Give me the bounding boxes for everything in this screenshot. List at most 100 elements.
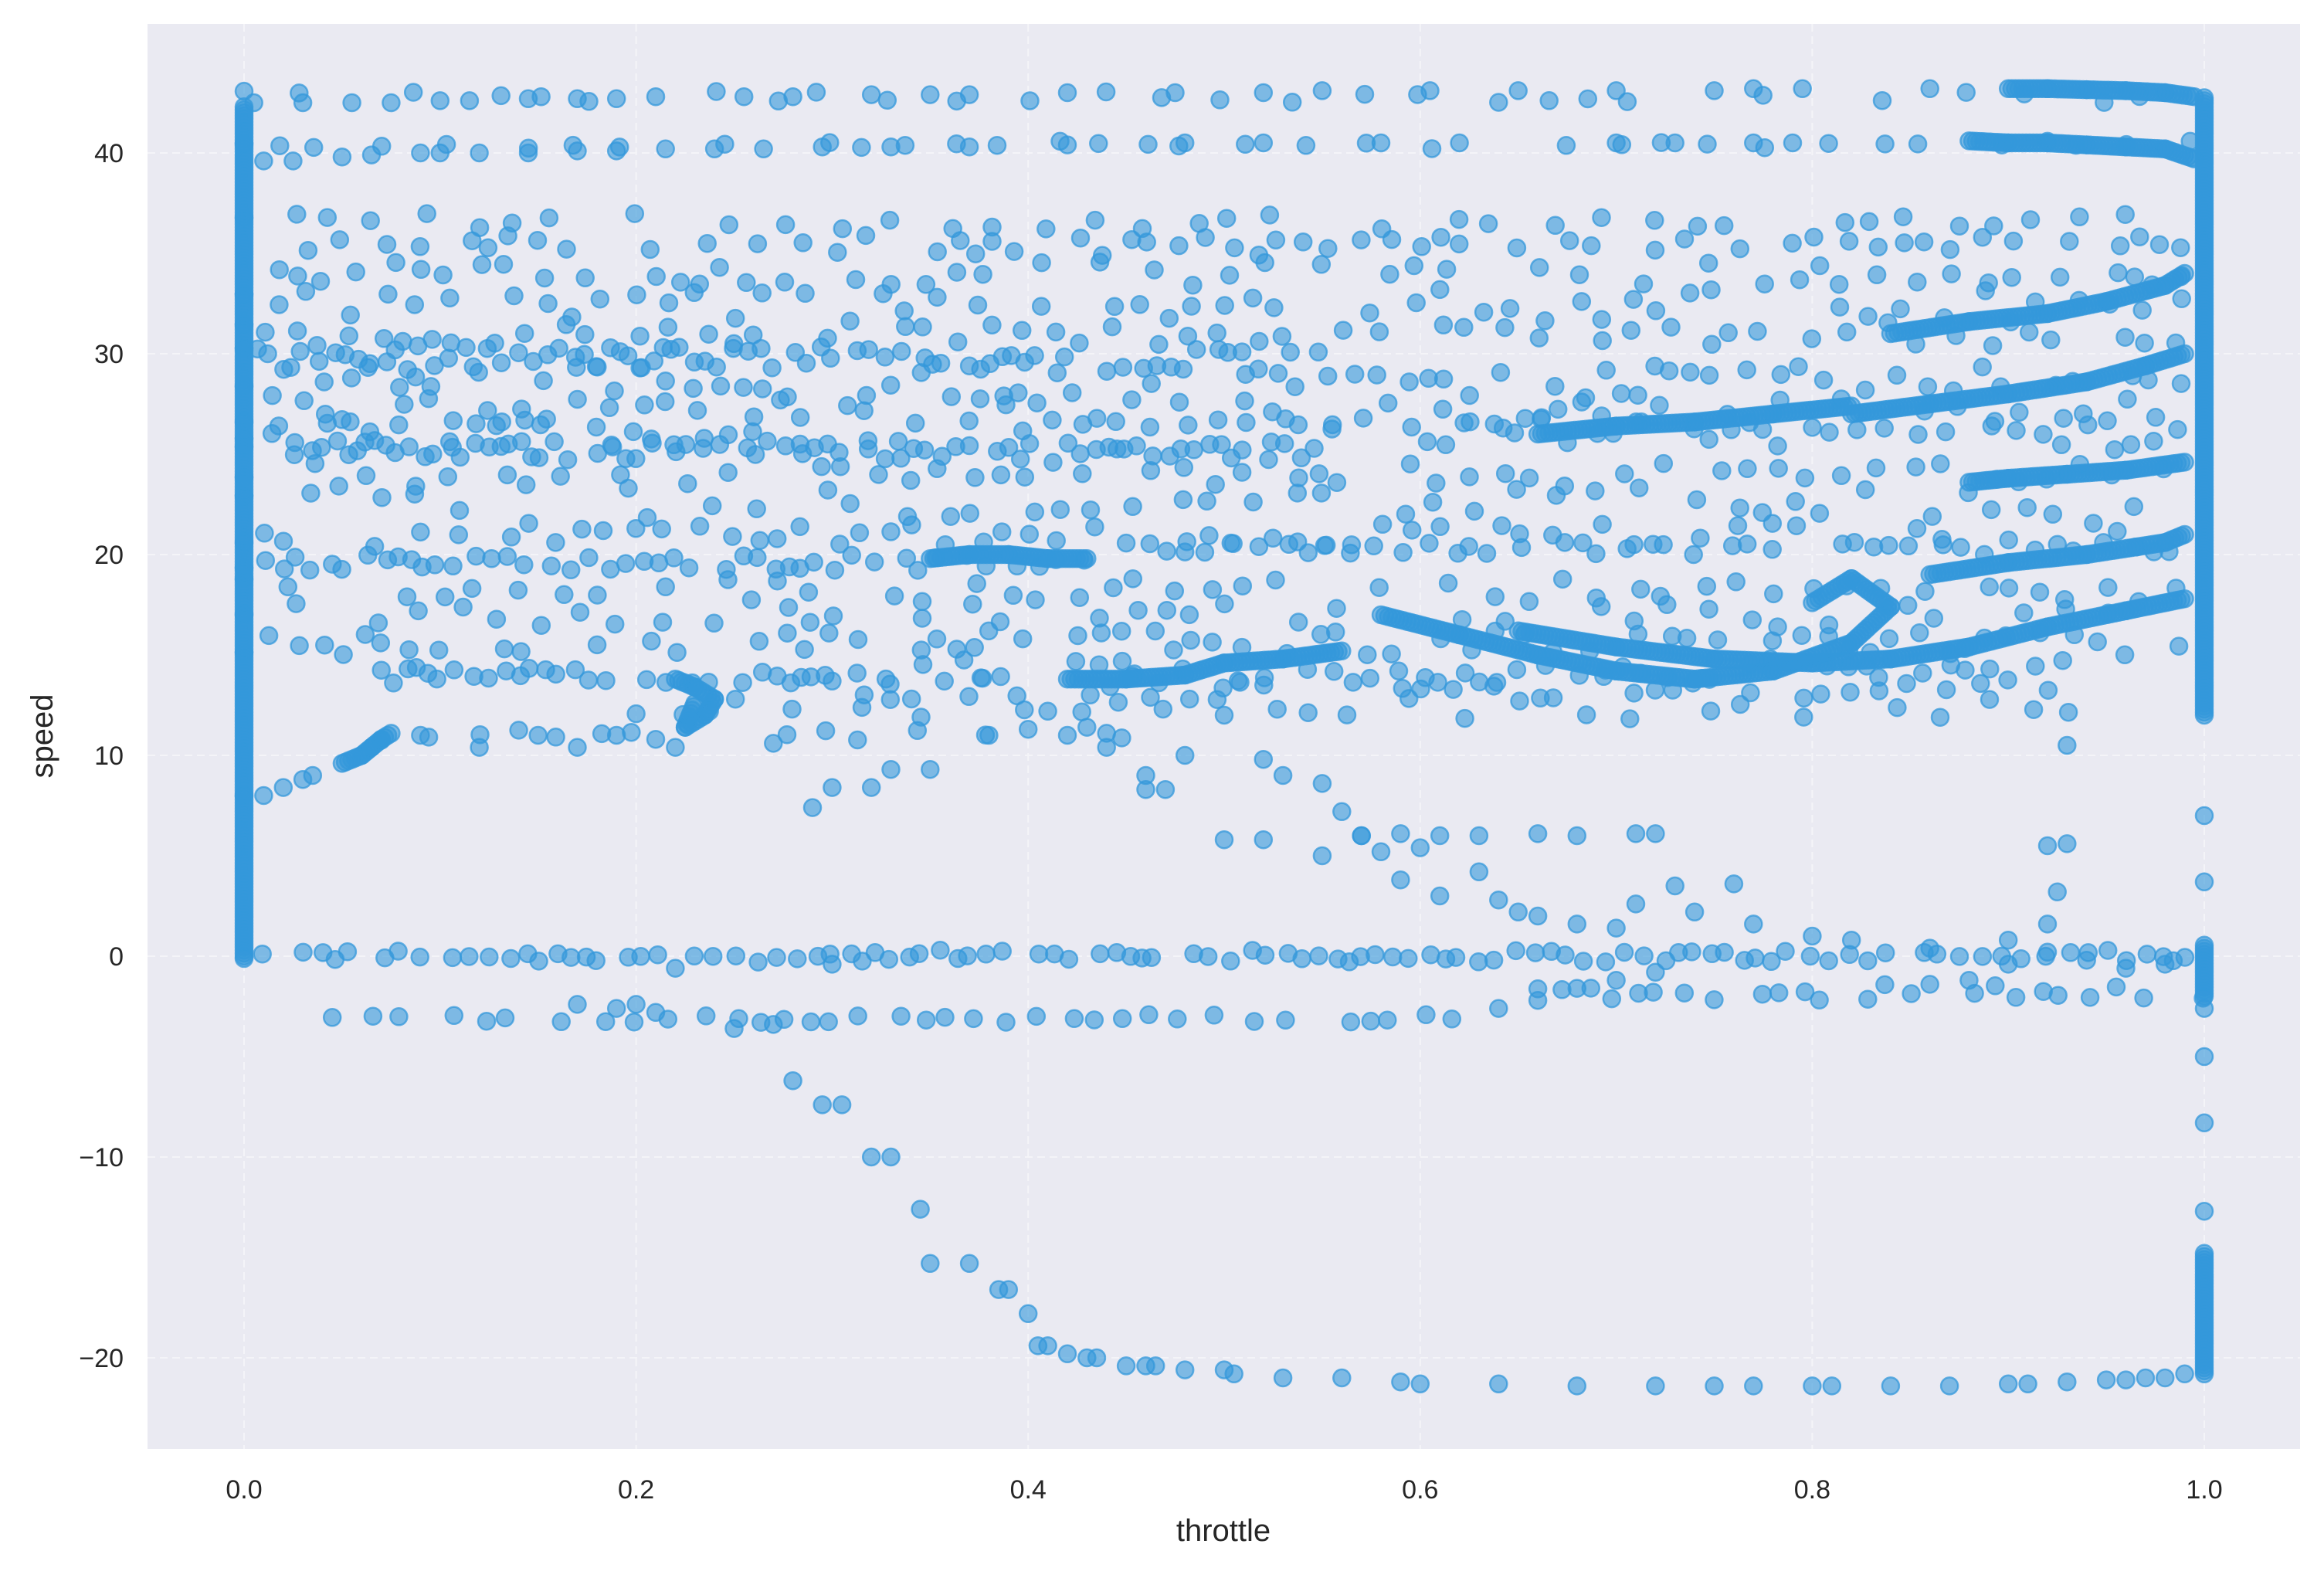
data-point	[1936, 422, 1956, 442]
data-point	[390, 378, 409, 397]
data-point	[911, 363, 931, 382]
data-point	[281, 358, 300, 377]
data-point	[783, 1071, 802, 1091]
data-point	[690, 517, 710, 536]
data-point	[341, 305, 360, 325]
data-point	[875, 348, 895, 367]
data-point	[1591, 597, 1611, 616]
data-point	[869, 465, 888, 484]
data-point	[1684, 545, 1703, 565]
data-point	[1106, 412, 1125, 432]
data-point	[1586, 544, 1606, 564]
x-tick-label: 0.6	[1402, 1475, 1438, 1505]
data-point	[1402, 521, 1422, 540]
data-point	[509, 343, 528, 362]
data-point	[274, 559, 294, 579]
data-point	[1902, 984, 1921, 1003]
data-point	[1268, 364, 1288, 383]
data-point	[1212, 435, 1231, 454]
data-point	[1800, 946, 1820, 966]
data-point	[502, 213, 522, 233]
data-point	[1942, 264, 1961, 283]
data-point	[1976, 281, 1995, 300]
data-point	[1427, 473, 1446, 493]
data-point	[1155, 779, 1176, 799]
data-point	[1173, 490, 1193, 510]
data-point	[606, 141, 626, 161]
data-point	[1971, 674, 1990, 694]
data-point	[1057, 1344, 1077, 1364]
data-point	[1225, 238, 1244, 258]
data-point	[1130, 295, 1149, 314]
data-point	[1956, 83, 1976, 102]
data-point	[254, 786, 273, 806]
data-point	[1879, 629, 1899, 649]
data-point	[833, 219, 853, 239]
y-tick-label: 0	[109, 942, 124, 972]
data-point	[1153, 699, 1173, 719]
data-point	[1273, 765, 1293, 786]
data-point	[901, 689, 921, 709]
data-point	[1705, 81, 1724, 100]
data-point	[1771, 365, 1791, 385]
data-point	[1819, 951, 1838, 971]
data-point	[518, 143, 538, 163]
data-point	[2175, 948, 2195, 967]
data-point	[2130, 227, 2149, 246]
data-point	[1178, 326, 1198, 346]
data-point	[482, 549, 501, 568]
data-point	[1887, 365, 1907, 385]
data-point	[1569, 265, 1589, 284]
data-point	[1495, 463, 1515, 484]
data-point	[1136, 779, 1155, 799]
data-point	[1327, 599, 1346, 618]
data-point	[724, 334, 744, 354]
data-point	[1998, 955, 2018, 974]
data-point	[1325, 623, 1345, 642]
data-point	[1803, 1376, 1822, 1396]
data-point	[823, 606, 843, 626]
data-point	[1259, 450, 1278, 470]
data-point	[1888, 697, 1907, 718]
data-point	[460, 91, 480, 110]
data-point	[1936, 680, 1956, 700]
data-point	[588, 357, 607, 377]
data-point	[1111, 621, 1131, 641]
data-point	[1858, 989, 1878, 1009]
data-point	[2003, 231, 2024, 251]
data-point	[262, 424, 282, 443]
data-point	[999, 1280, 1019, 1299]
data-point	[631, 947, 650, 966]
data-point	[1615, 464, 1634, 484]
data-point	[1206, 474, 1225, 494]
data-point	[1254, 83, 1274, 103]
data-point	[409, 601, 428, 621]
data-point	[743, 325, 763, 344]
data-point	[478, 401, 497, 420]
data-point	[710, 257, 729, 277]
data-point	[704, 139, 724, 159]
data-point	[1431, 227, 1450, 247]
data-point	[734, 87, 754, 107]
data-point	[1802, 329, 1822, 348]
data-point	[958, 946, 977, 965]
data-point	[897, 548, 917, 568]
data-point	[504, 286, 524, 306]
data-point	[748, 952, 768, 972]
data-point	[1038, 1336, 1057, 1356]
data-point	[2037, 942, 2058, 962]
data-point	[1650, 395, 1669, 416]
data-point	[819, 1012, 838, 1032]
data-point	[1175, 542, 1195, 562]
data-point	[853, 952, 872, 971]
data-point	[1793, 79, 1812, 99]
data-point	[2014, 603, 2034, 623]
data-point	[1529, 258, 1549, 277]
data-point	[2106, 977, 2126, 997]
data-point	[588, 585, 607, 605]
data-point	[1924, 609, 1944, 628]
data-point	[828, 243, 847, 262]
data-point	[1096, 82, 1116, 102]
data-point	[1116, 1356, 1136, 1376]
data-point	[2132, 300, 2152, 320]
